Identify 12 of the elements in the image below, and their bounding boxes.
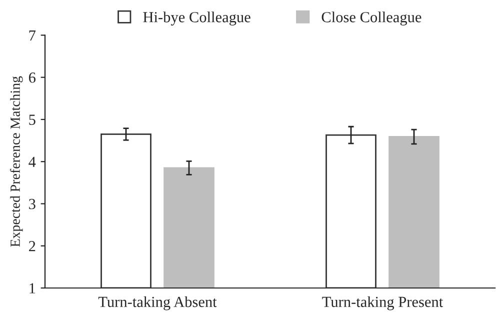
y-tick-label: 5 (29, 114, 36, 125)
y-tick-label: 2 (29, 241, 36, 252)
y-tick-label: 3 (29, 198, 36, 210)
y-tick-label: 4 (28, 156, 36, 167)
y-tick-label: 7 (29, 30, 36, 40)
x-tick-label: Turn-taking Present (322, 296, 444, 310)
legend-label: Hi-bye Colleague (143, 12, 250, 26)
y-tick-label: 1 (30, 283, 36, 294)
legend-label: Close Colleague (322, 12, 422, 26)
y-axis-title: Expected Preference Matching (10, 76, 23, 247)
y-tick-label: 6 (28, 72, 36, 83)
x-tick-label: Turn-taking Absent (98, 296, 217, 310)
